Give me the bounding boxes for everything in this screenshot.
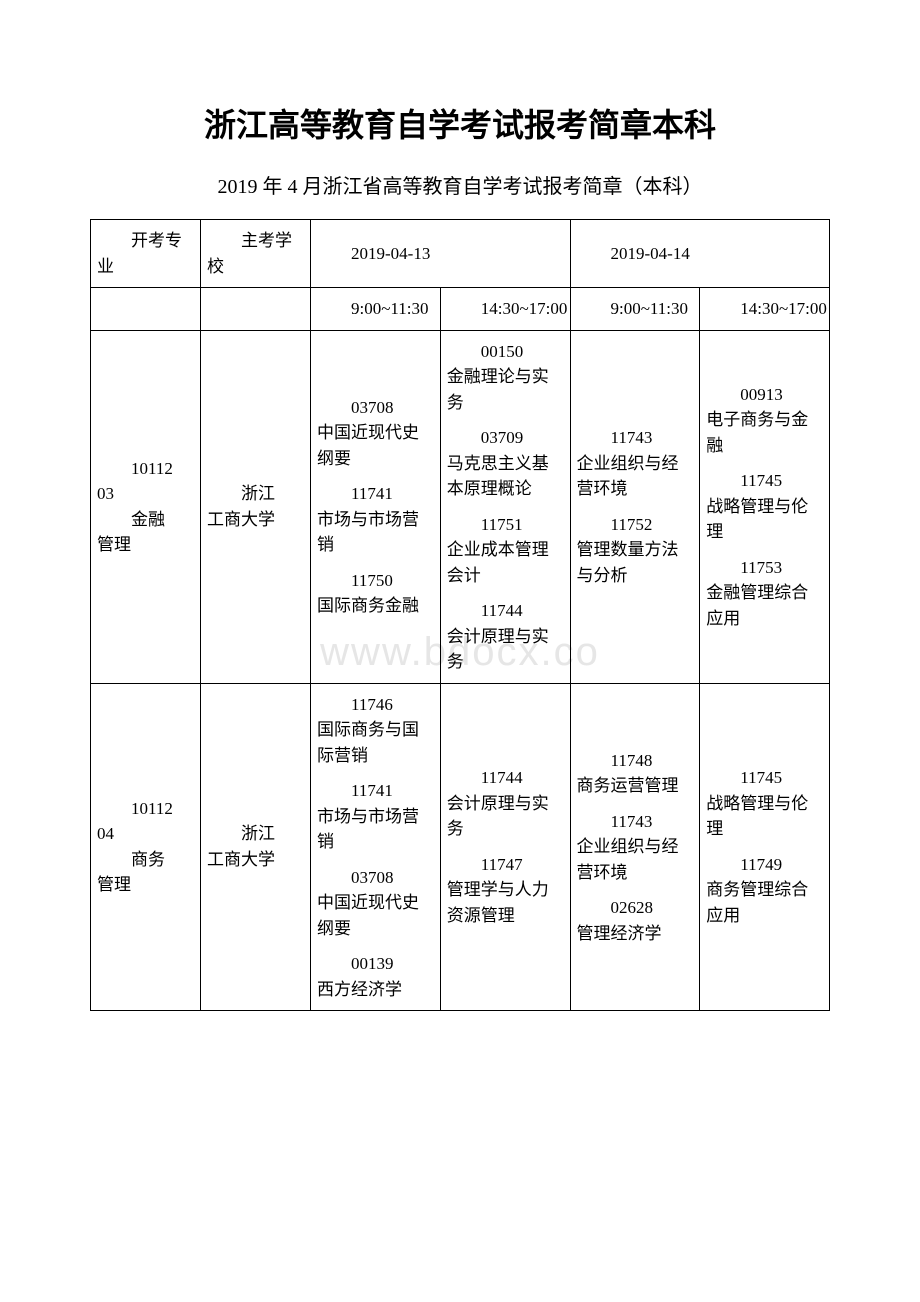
- course-code: 11750: [317, 568, 434, 594]
- course-item: 00150金融理论与实务: [447, 339, 564, 416]
- page-title: 浙江高等教育自学考试报考简章本科: [90, 100, 830, 146]
- course-code: 00139: [317, 951, 434, 977]
- header-row-1: 开考专业 主考学校 2019-04-13 2019-04-14: [91, 220, 830, 288]
- course-name: 市场与市场营销: [317, 507, 434, 558]
- cell-session: 11744会计原理与实务 11747管理学与人力资源管理: [440, 683, 570, 1011]
- header-time1: 9:00~11:30: [311, 288, 441, 331]
- course-item: 11753金融管理综合应用: [706, 555, 823, 632]
- course-code: 11743: [577, 809, 694, 835]
- course-item: 11752管理数量方法与分析: [577, 512, 694, 589]
- cell-session: 00150金融理论与实务 03709马克思主义基本原理概论 11751企业成本管理会…: [440, 330, 570, 683]
- course-name: 管理学与人力资源管理: [447, 877, 564, 928]
- course-code: 03708: [317, 395, 434, 421]
- course-name: 企业组织与经营环境: [577, 451, 694, 502]
- course-name: 国际商务金融: [317, 593, 434, 619]
- course-item: 02628管理经济学: [577, 895, 694, 946]
- course-code: 11741: [317, 481, 434, 507]
- cell-session: 00913电子商务与金融 11745战略管理与伦理 11753金融管理综合应用: [700, 330, 830, 683]
- course-code: 11747: [447, 852, 564, 878]
- header-empty-2: [201, 288, 311, 331]
- course-name: 会计原理与实务: [447, 624, 564, 675]
- cell-school: 浙江工商大学: [201, 683, 311, 1011]
- course-name: 西方经济学: [317, 977, 434, 1003]
- course-item: 11741市场与市场营销: [317, 778, 434, 855]
- course-code: 00913: [706, 382, 823, 408]
- course-name: 会计原理与实务: [447, 791, 564, 842]
- course-name: 战略管理与伦理: [706, 791, 823, 842]
- exam-schedule-table: 开考专业 主考学校 2019-04-13 2019-04-14 9:00~11:…: [90, 219, 830, 1011]
- course-code: 11741: [317, 778, 434, 804]
- cell-major: 1011203金融管理: [91, 330, 201, 683]
- course-item: 11750国际商务金融: [317, 568, 434, 619]
- header-empty-1: [91, 288, 201, 331]
- course-item: 11743企业组织与经营环境: [577, 425, 694, 502]
- course-code: 11753: [706, 555, 823, 581]
- cell-session: 11746国际商务与国际营销11741市场与市场营销03708中国近现代史纲要0…: [311, 683, 441, 1011]
- course-item: 00913电子商务与金融: [706, 382, 823, 459]
- course-item: 11746国际商务与国际营销: [317, 692, 434, 769]
- course-code: 11746: [317, 692, 434, 718]
- course-name: 中国近现代史纲要: [317, 890, 434, 941]
- course-item: 11741市场与市场营销: [317, 481, 434, 558]
- course-code: 11748: [577, 748, 694, 774]
- header-row-2: 9:00~11:30 14:30~17:00 9:00~11:30 14:30~…: [91, 288, 830, 331]
- document-content: 浙江高等教育自学考试报考简章本科 2019 年 4 月浙江省高等教育自学考试报考…: [90, 100, 830, 1011]
- course-name: 管理经济学: [577, 921, 694, 947]
- course-code: 03708: [317, 865, 434, 891]
- cell-session: 11748商务运营管理 11743企业组织与经营环境 02628管理经济学: [570, 683, 700, 1011]
- course-item: 11745战略管理与伦理: [706, 468, 823, 545]
- course-name: 商务运营管理: [577, 773, 694, 799]
- course-name: 商务管理综合应用: [706, 877, 823, 928]
- table-row: 1011203金融管理浙江工商大学03708中国近现代史纲要 11741市场与市场…: [91, 330, 830, 683]
- course-name: 企业组织与经营环境: [577, 834, 694, 885]
- course-code: 11752: [577, 512, 694, 538]
- cell-school: 浙江工商大学: [201, 330, 311, 683]
- course-item: 03708中国近现代史纲要: [317, 865, 434, 942]
- course-item: 11747管理学与人力资源管理: [447, 852, 564, 929]
- course-name: 电子商务与金融: [706, 407, 823, 458]
- course-code: 11745: [706, 468, 823, 494]
- page-subtitle: 2019 年 4 月浙江省高等教育自学考试报考简章（本科）: [90, 170, 830, 199]
- course-item: 11744会计原理与实务: [447, 598, 564, 675]
- cell-major: 1011204商务管理: [91, 683, 201, 1011]
- course-code: 00150: [447, 339, 564, 365]
- course-code: 11743: [577, 425, 694, 451]
- header-major: 开考专业: [91, 220, 201, 288]
- course-item: 03708中国近现代史纲要: [317, 395, 434, 472]
- course-name: 国际商务与国际营销: [317, 717, 434, 768]
- course-name: 市场与市场营销: [317, 804, 434, 855]
- header-time2: 14:30~17:00: [440, 288, 570, 331]
- header-date1: 2019-04-13: [311, 220, 571, 288]
- header-time3: 9:00~11:30: [570, 288, 700, 331]
- course-item: 11749商务管理综合应用: [706, 852, 823, 929]
- course-name: 中国近现代史纲要: [317, 420, 434, 471]
- header-school: 主考学校: [201, 220, 311, 288]
- header-time4: 14:30~17:00: [700, 288, 830, 331]
- course-item: 11743企业组织与经营环境: [577, 809, 694, 886]
- course-name: 管理数量方法与分析: [577, 537, 694, 588]
- course-item: 11748商务运营管理: [577, 748, 694, 799]
- course-code: 11744: [447, 765, 564, 791]
- course-code: 03709: [447, 425, 564, 451]
- table-row: 1011204商务管理浙江工商大学11746国际商务与国际营销 11741市场与市…: [91, 683, 830, 1011]
- cell-session: 11743企业组织与经营环境 11752管理数量方法与分析: [570, 330, 700, 683]
- course-name: 企业成本管理会计: [447, 537, 564, 588]
- course-code: 11744: [447, 598, 564, 624]
- course-item: 03709马克思主义基本原理概论: [447, 425, 564, 502]
- course-name: 马克思主义基本原理概论: [447, 451, 564, 502]
- course-item: 11751企业成本管理会计: [447, 512, 564, 589]
- course-code: 11745: [706, 765, 823, 791]
- cell-session: 03708中国近现代史纲要 11741市场与市场营销 11750国际商务金融: [311, 330, 441, 683]
- header-date2: 2019-04-14: [570, 220, 830, 288]
- course-item: 11745战略管理与伦理: [706, 765, 823, 842]
- course-item: 00139西方经济学: [317, 951, 434, 1002]
- cell-session: 11745战略管理与伦理 11749商务管理综合应用: [700, 683, 830, 1011]
- course-code: 11749: [706, 852, 823, 878]
- course-code: 11751: [447, 512, 564, 538]
- course-code: 02628: [577, 895, 694, 921]
- course-item: 11744会计原理与实务: [447, 765, 564, 842]
- course-name: 战略管理与伦理: [706, 494, 823, 545]
- course-name: 金融理论与实务: [447, 364, 564, 415]
- course-name: 金融管理综合应用: [706, 580, 823, 631]
